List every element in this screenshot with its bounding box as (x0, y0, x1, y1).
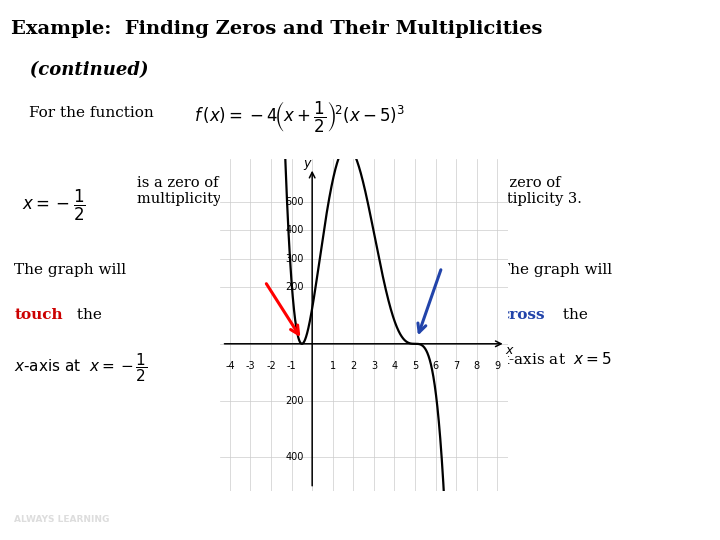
Text: 3: 3 (371, 361, 377, 372)
Text: $f\,(x)=-4\!\left(x+\dfrac{1}{2}\right)^{\!2}(x-5)^{3}$: $f\,(x)=-4\!\left(x+\dfrac{1}{2}\right)^… (194, 99, 405, 134)
Text: -2: -2 (266, 361, 276, 372)
Text: 6: 6 (433, 361, 438, 372)
Text: -3: -3 (246, 361, 256, 372)
Text: 5: 5 (412, 361, 418, 372)
Text: $x$-axis at  $x=-\dfrac{1}{2}$: $x$-axis at $x=-\dfrac{1}{2}$ (14, 352, 148, 384)
Text: 500: 500 (285, 197, 304, 207)
Text: x: x (505, 345, 513, 357)
Text: the: the (72, 308, 102, 322)
Text: is a zero of
multiplicity 3.: is a zero of multiplicity 3. (479, 176, 582, 206)
Text: $x=5$: $x=5$ (421, 176, 463, 194)
Text: 200: 200 (285, 282, 304, 292)
Text: touch: touch (14, 308, 63, 322)
Text: $x=-\dfrac{1}{2}$: $x=-\dfrac{1}{2}$ (22, 188, 85, 224)
Text: 15: 15 (681, 512, 698, 526)
Text: 2: 2 (350, 361, 356, 372)
Text: the: the (558, 308, 588, 322)
Text: 300: 300 (286, 254, 304, 264)
Text: 1: 1 (330, 361, 336, 372)
Text: The graph will: The graph will (500, 262, 613, 276)
Text: (continued): (continued) (11, 60, 148, 79)
Text: 4: 4 (392, 361, 397, 372)
Text: 200: 200 (285, 396, 304, 406)
Text: The graph will: The graph will (14, 262, 127, 276)
Text: 400: 400 (286, 453, 304, 462)
Text: ALWAYS LEARNING: ALWAYS LEARNING (14, 515, 109, 524)
Text: 9: 9 (494, 361, 500, 372)
Text: -1: -1 (287, 361, 297, 372)
Text: -4: -4 (225, 361, 235, 372)
Text: is a zero of
multiplicity 2.: is a zero of multiplicity 2. (137, 176, 240, 206)
Text: Example:  Finding Zeros and Their Multiplicities: Example: Finding Zeros and Their Multipl… (11, 19, 542, 38)
Text: 400: 400 (286, 225, 304, 235)
Text: x-axis at  $x=5$: x-axis at $x=5$ (500, 352, 613, 367)
Text: cross: cross (500, 308, 545, 322)
Text: y: y (303, 157, 311, 170)
Text: 8: 8 (474, 361, 480, 372)
Text: For the function: For the function (29, 106, 153, 120)
Text: 7: 7 (453, 361, 459, 372)
Text: PEARSON: PEARSON (605, 512, 679, 526)
Text: Copyright © 2014, 2010, 2007 Pearson Education, Inc.: Copyright © 2014, 2010, 2007 Pearson Edu… (236, 518, 484, 528)
